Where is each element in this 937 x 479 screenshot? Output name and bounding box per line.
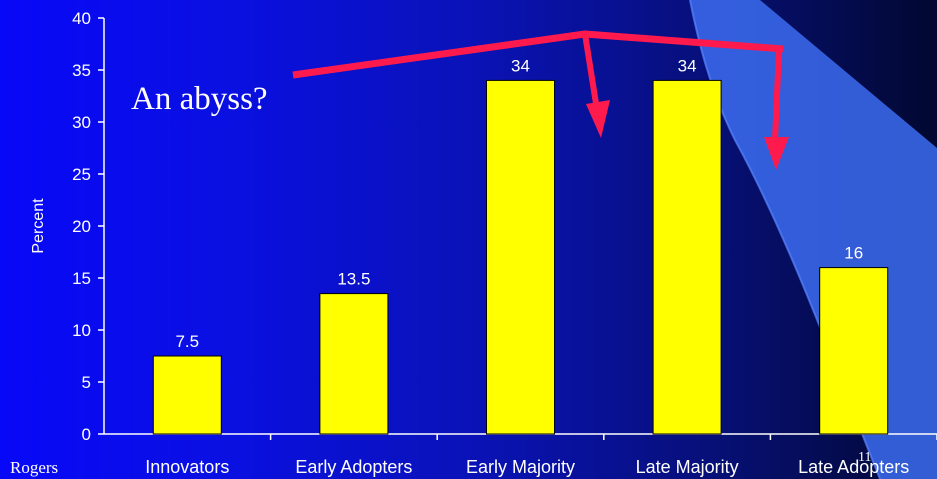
y-tick-label: 40 <box>72 9 91 28</box>
slide-number: 11 <box>858 450 871 465</box>
y-axis-label: Percent <box>30 198 47 254</box>
y-tick-label: 5 <box>82 373 91 392</box>
bar-value-labels: 7.5 13.5 34 34 16 <box>175 56 863 351</box>
category-label: Late Majority <box>636 457 739 477</box>
bar-early-majority <box>486 79 555 435</box>
bar-early-adopters <box>319 293 389 435</box>
annotation-text: An abyss? <box>131 81 268 117</box>
bar-innovators <box>152 355 222 435</box>
y-tick-label: 30 <box>72 113 91 132</box>
bar-value-label: 34 <box>511 56 530 75</box>
abyss-arrows <box>292 30 789 170</box>
bar-value-label: 13.5 <box>337 270 370 289</box>
y-tick-label: 25 <box>72 165 91 184</box>
arrow-head-1 <box>586 100 610 138</box>
arrow-head-2 <box>764 137 789 170</box>
bar-value-label: 34 <box>678 56 697 75</box>
y-axis-ticks: 0 5 10 15 20 25 30 35 40 <box>72 9 104 444</box>
decorative-swoosh <box>690 0 937 479</box>
y-tick-label: 15 <box>72 269 91 288</box>
bar-late-majority <box>652 79 722 435</box>
y-tick-label: 0 <box>82 425 91 444</box>
source-label: Rogers <box>10 458 58 477</box>
arrow-shaft-2 <box>772 48 782 141</box>
x-axis-ticks <box>269 434 937 440</box>
category-label: Late Adopters <box>798 457 909 477</box>
y-tick-label: 35 <box>72 61 91 80</box>
arrow-shaft-1 <box>582 33 600 111</box>
category-label: Early Majority <box>466 457 575 477</box>
y-tick-label: 10 <box>72 321 91 340</box>
bar-late-adopters <box>819 267 889 435</box>
category-label: Innovators <box>145 457 229 477</box>
bar-value-label: 16 <box>844 244 863 263</box>
bars <box>152 79 889 435</box>
category-labels: Innovators Early Adopters Early Majority La… <box>145 457 909 477</box>
bar-value-label: 7.5 <box>175 332 199 351</box>
category-label: Early Adopters <box>295 457 412 477</box>
y-tick-label: 20 <box>72 217 91 236</box>
